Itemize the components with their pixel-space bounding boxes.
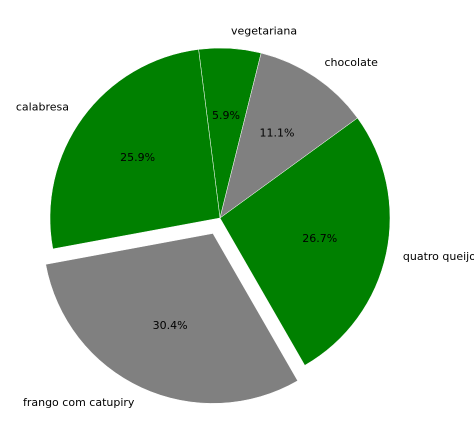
- pie-slice-calabresa: [49, 49, 221, 250]
- pie-category-label: calabresa: [16, 101, 69, 114]
- pie-slice-quatro-queijos: [219, 117, 391, 366]
- pie-pct-label: 11.1%: [260, 126, 295, 139]
- pie-pct-label: 30.4%: [153, 319, 188, 332]
- pie-slice-frango-com-catupiry: [45, 233, 299, 404]
- pie-category-label: quatro queijos: [403, 250, 474, 263]
- pie-slice-chocolate: [219, 52, 358, 219]
- pie-pct-label: 5.9%: [212, 109, 240, 122]
- pie-pct-label: 26.7%: [302, 232, 337, 245]
- pie-category-label: frango com catupiry: [23, 396, 135, 409]
- pie-category-label: chocolate: [325, 56, 379, 69]
- pie-category-label: vegetariana: [231, 24, 297, 37]
- pie-pct-label: 25.9%: [120, 151, 155, 164]
